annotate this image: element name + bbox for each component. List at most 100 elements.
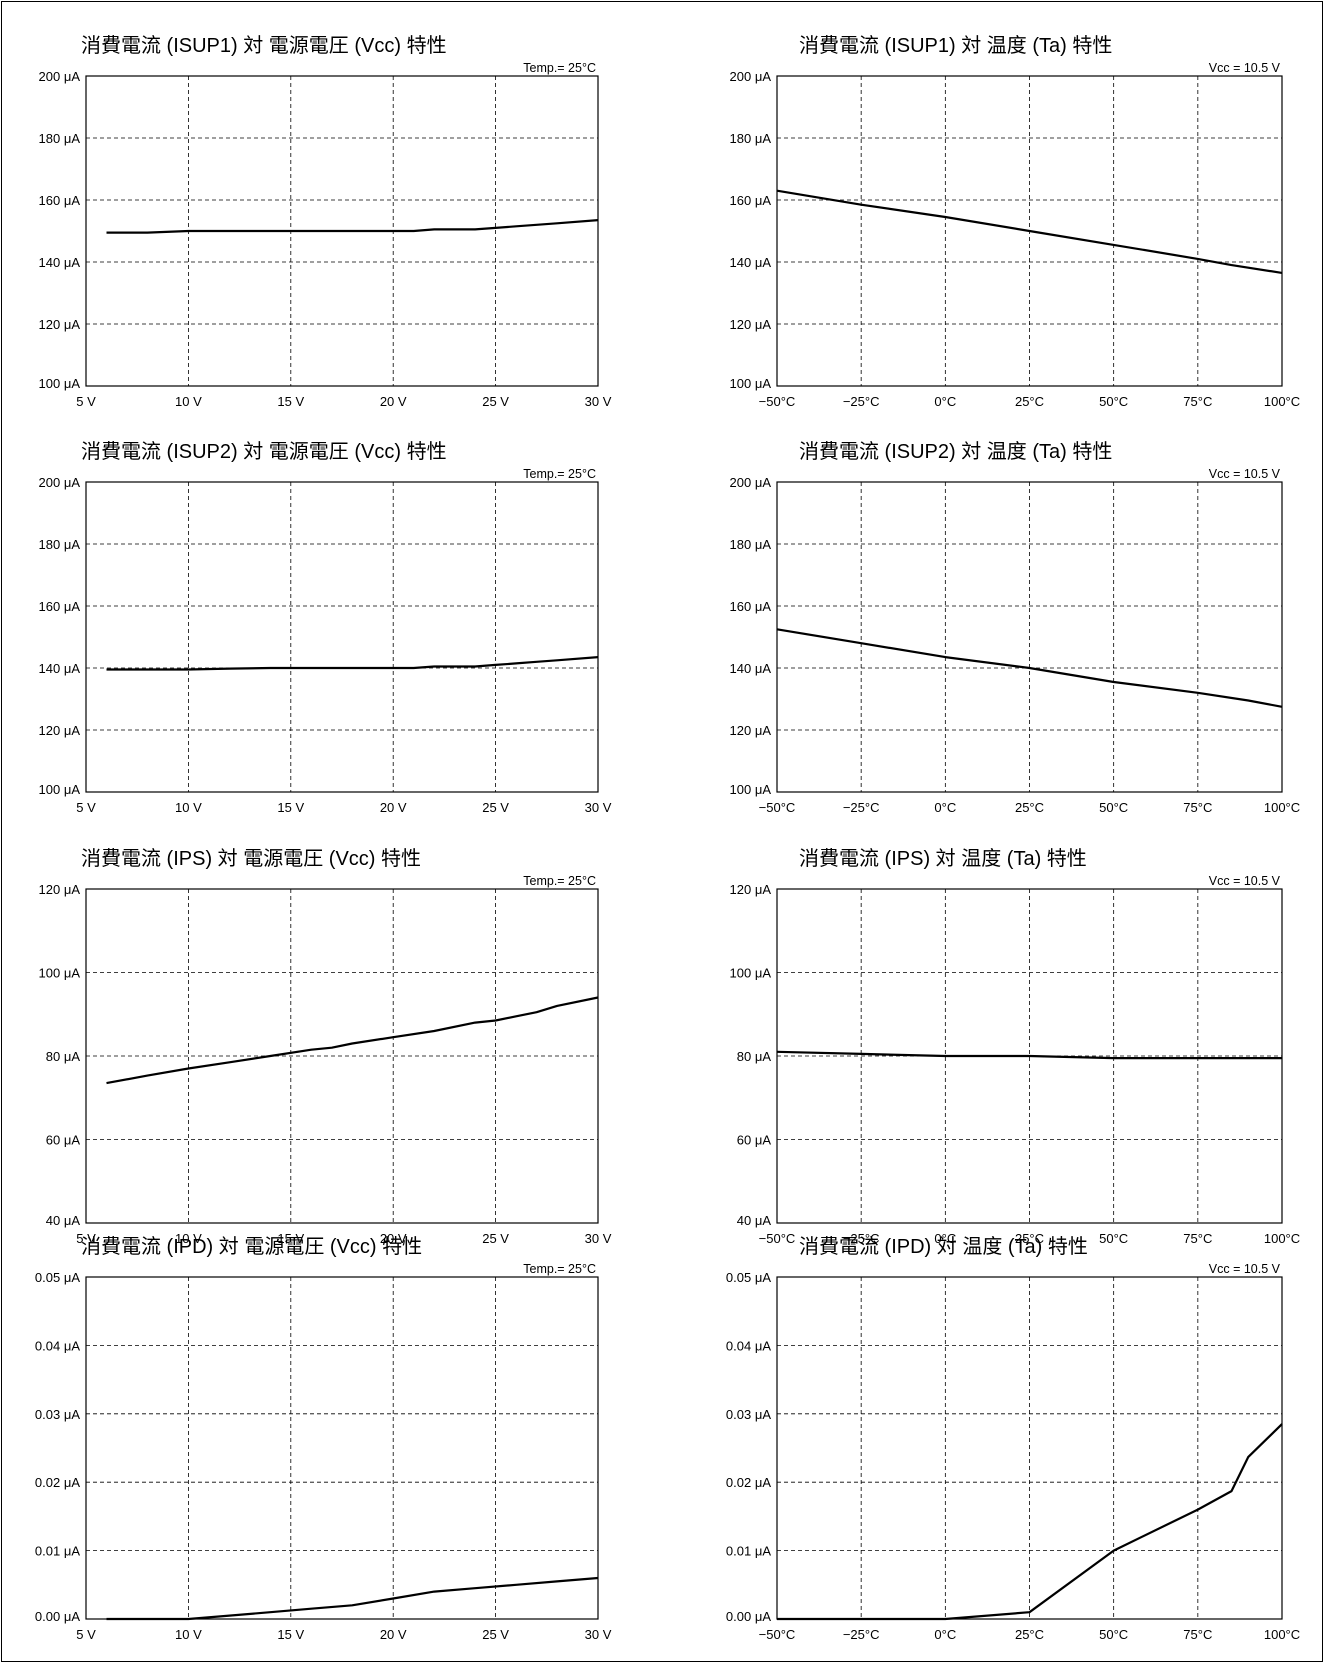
x-tick-label: −50°C	[759, 1231, 796, 1246]
y-tick-label: 180 μA	[39, 131, 81, 146]
x-tick-label: 100°C	[1264, 1231, 1300, 1246]
x-tick-label: 5 V	[76, 394, 96, 409]
y-tick-label: 0.03 μA	[726, 1407, 771, 1422]
x-tick-label: 50°C	[1099, 800, 1128, 815]
x-tick-label: 75°C	[1183, 394, 1212, 409]
condition-label: Vcc = 10.5 V	[1209, 467, 1281, 481]
y-tick-label: 0.02 μA	[35, 1475, 80, 1490]
y-tick-label: 180 μA	[730, 131, 772, 146]
y-tick-label: 200 μA	[730, 69, 772, 84]
x-tick-label: 75°C	[1183, 1231, 1212, 1246]
x-tick-label: 100°C	[1264, 394, 1300, 409]
x-tick-label: 25°C	[1015, 1231, 1044, 1246]
y-tick-label: 160 μA	[39, 599, 81, 614]
x-tick-label: 5 V	[76, 1627, 96, 1642]
x-tick-label: 15 V	[277, 1231, 304, 1246]
x-tick-label: 0°C	[934, 800, 956, 815]
x-tick-label: 25 V	[482, 800, 509, 815]
y-tick-label: 160 μA	[39, 193, 81, 208]
y-tick-label: 180 μA	[39, 537, 81, 552]
x-tick-label: −25°C	[843, 1231, 880, 1246]
x-tick-label: 50°C	[1099, 394, 1128, 409]
chart-5: 消費電流 (IPS) 対 電源電圧 (Vcc) 特性 Temp.= 25°C 5 V…	[39, 847, 612, 1246]
chart-title: 消費電流 (ISUP2) 対 温度 (Ta) 特性	[799, 440, 1112, 463]
x-tick-label: 15 V	[277, 800, 304, 815]
y-tick-label: 120 μA	[730, 882, 772, 897]
series-line	[106, 219, 599, 234]
x-tick-label: 10 V	[175, 1627, 202, 1642]
x-tick-label: 30 V	[585, 1231, 612, 1246]
x-tick-label: 30 V	[585, 800, 612, 815]
x-tick-label: 75°C	[1183, 1627, 1212, 1642]
x-tick-label: 5 V	[76, 800, 96, 815]
y-tick-label: 0.05 μA	[35, 1270, 80, 1285]
y-tick-label: 60 μA	[737, 1133, 772, 1148]
y-tick-label: 140 μA	[730, 255, 772, 270]
x-tick-label: 5 V	[76, 1231, 96, 1246]
x-tick-label: 50°C	[1099, 1231, 1128, 1246]
y-tick-label: 0.04 μA	[726, 1338, 771, 1353]
chart-4: 消費電流 (ISUP2) 対 温度 (Ta) 特性 Vcc = 10.5 V −50…	[730, 440, 1301, 815]
x-tick-label: 0°C	[934, 1231, 956, 1246]
y-tick-label: 100 μA	[730, 376, 772, 391]
x-tick-label: 20 V	[380, 1231, 407, 1246]
y-tick-label: 100 μA	[39, 782, 81, 797]
plot-frame	[85, 75, 599, 387]
x-tick-label: 15 V	[277, 394, 304, 409]
chart-title: 消費電流 (ISUP2) 対 電源電圧 (Vcc) 特性	[81, 440, 447, 463]
plot-frame	[776, 888, 1283, 1224]
x-tick-label: 0°C	[934, 394, 956, 409]
y-tick-label: 0.00 μA	[35, 1609, 80, 1624]
x-tick-label: −25°C	[843, 1627, 880, 1642]
x-tick-label: −50°C	[759, 394, 796, 409]
series-line	[106, 1576, 599, 1621]
plot-frame	[776, 481, 1283, 793]
y-tick-label: 160 μA	[730, 193, 772, 208]
x-tick-label: 30 V	[585, 394, 612, 409]
y-tick-label: 0.00 μA	[726, 1609, 771, 1624]
condition-label: Temp.= 25°C	[523, 874, 596, 888]
y-tick-label: 0.01 μA	[726, 1544, 771, 1559]
condition-label: Vcc = 10.5 V	[1209, 61, 1281, 75]
series-line	[777, 1423, 1283, 1621]
series-line	[106, 996, 599, 1085]
y-tick-label: 80 μA	[46, 1049, 81, 1064]
x-tick-label: 75°C	[1183, 800, 1212, 815]
y-tick-label: 200 μA	[39, 475, 81, 490]
plot-frame	[85, 481, 599, 793]
y-tick-label: 80 μA	[737, 1049, 772, 1064]
x-tick-label: 25°C	[1015, 394, 1044, 409]
x-tick-label: 0°C	[934, 1627, 956, 1642]
y-tick-label: 100 μA	[39, 966, 81, 981]
y-tick-label: 140 μA	[730, 661, 772, 676]
x-tick-label: 30 V	[585, 1627, 612, 1642]
x-tick-label: 20 V	[380, 800, 407, 815]
condition-label: Temp.= 25°C	[523, 467, 596, 481]
y-tick-label: 120 μA	[730, 723, 772, 738]
x-tick-label: 25 V	[482, 394, 509, 409]
x-tick-label: 100°C	[1264, 800, 1300, 815]
y-tick-label: 100 μA	[730, 966, 772, 981]
y-tick-label: 0.01 μA	[35, 1544, 80, 1559]
y-tick-label: 0.04 μA	[35, 1338, 80, 1353]
x-tick-label: 15 V	[277, 1627, 304, 1642]
x-tick-label: 25 V	[482, 1231, 509, 1246]
x-tick-label: 10 V	[175, 394, 202, 409]
chart-7: 消費電流 (IPD) 対 電源電圧 (Vcc) 特性 Temp.= 25°C 5 V…	[35, 1235, 612, 1642]
y-tick-label: 60 μA	[46, 1133, 81, 1148]
chart-1: 消費電流 (ISUP1) 対 電源電圧 (Vcc) 特性 Temp.= 25°C 5…	[39, 34, 612, 409]
x-tick-label: 10 V	[175, 800, 202, 815]
x-tick-label: 100°C	[1264, 1627, 1300, 1642]
x-tick-label: 10 V	[175, 1231, 202, 1246]
y-tick-label: 120 μA	[39, 882, 81, 897]
y-tick-label: 140 μA	[39, 661, 81, 676]
plot-frame	[85, 1276, 599, 1620]
chart-8: 消費電流 (IPD) 対 温度 (Ta) 特性 Vcc = 10.5 V −50°C…	[726, 1235, 1300, 1642]
chart-title: 消費電流 (IPD) 対 電源電圧 (Vcc) 特性	[81, 1235, 422, 1258]
x-tick-label: 25°C	[1015, 800, 1044, 815]
x-tick-label: 50°C	[1099, 1627, 1128, 1642]
y-tick-label: 140 μA	[39, 255, 81, 270]
series-line	[776, 1050, 1282, 1060]
